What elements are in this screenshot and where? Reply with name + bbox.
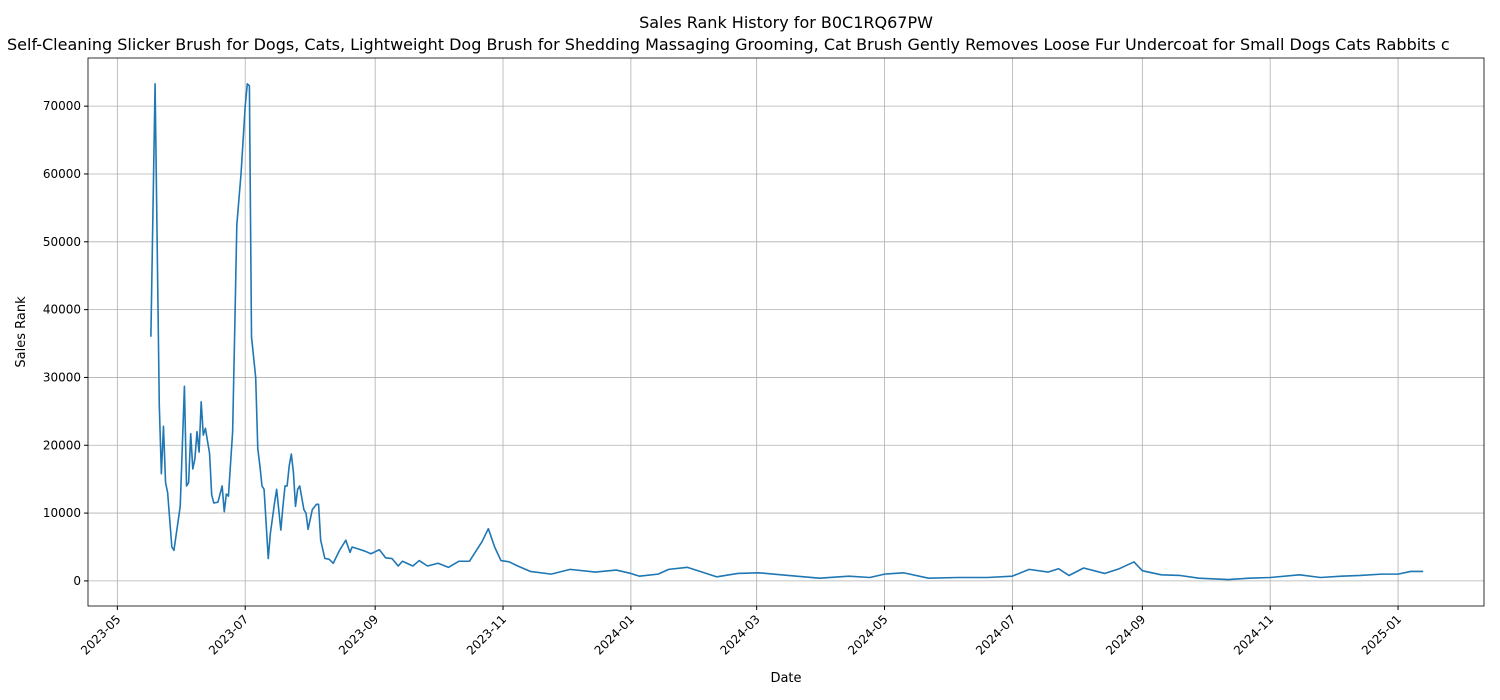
plot-frame <box>87 57 1485 607</box>
x-tick-label: 2023-11 <box>464 612 509 657</box>
x-tick-label: 2023-07 <box>206 612 251 657</box>
x-tick-label: 2024-05 <box>845 612 890 657</box>
x-axis-label: Date <box>770 671 801 686</box>
y-tick-label: 40000 <box>43 303 81 317</box>
line <box>150 82 1424 581</box>
x-tick-label: 2024-09 <box>1103 612 1148 657</box>
chart-subtitle: Self-Cleaning Slicker Brush for Dogs, Ca… <box>7 35 1450 54</box>
chart-title: Sales Rank History for B0C1RQ67PW <box>639 13 933 32</box>
y-tick-label: 0 <box>73 574 81 588</box>
x-tick-label: 2024-01 <box>592 612 637 657</box>
y-axis-label: Sales Rank <box>14 296 29 368</box>
x-tick-label: 2024-11 <box>1231 612 1276 657</box>
x-tick-label: 2023-09 <box>336 612 381 657</box>
x-tick-label: 2024-07 <box>973 612 1018 657</box>
x-tick-label: 2025-01 <box>1359 612 1404 657</box>
y-tick-label: 30000 <box>43 370 81 384</box>
y-tick-label: 20000 <box>43 438 81 452</box>
y-tick-label: 10000 <box>43 506 81 520</box>
y-tick-label: 70000 <box>43 99 81 113</box>
x-tick-label: 2024-03 <box>717 612 762 657</box>
x-tick-label: 2023-05 <box>78 612 123 657</box>
y-tick-label: 60000 <box>43 167 81 181</box>
y-tick-label: 50000 <box>43 235 81 249</box>
